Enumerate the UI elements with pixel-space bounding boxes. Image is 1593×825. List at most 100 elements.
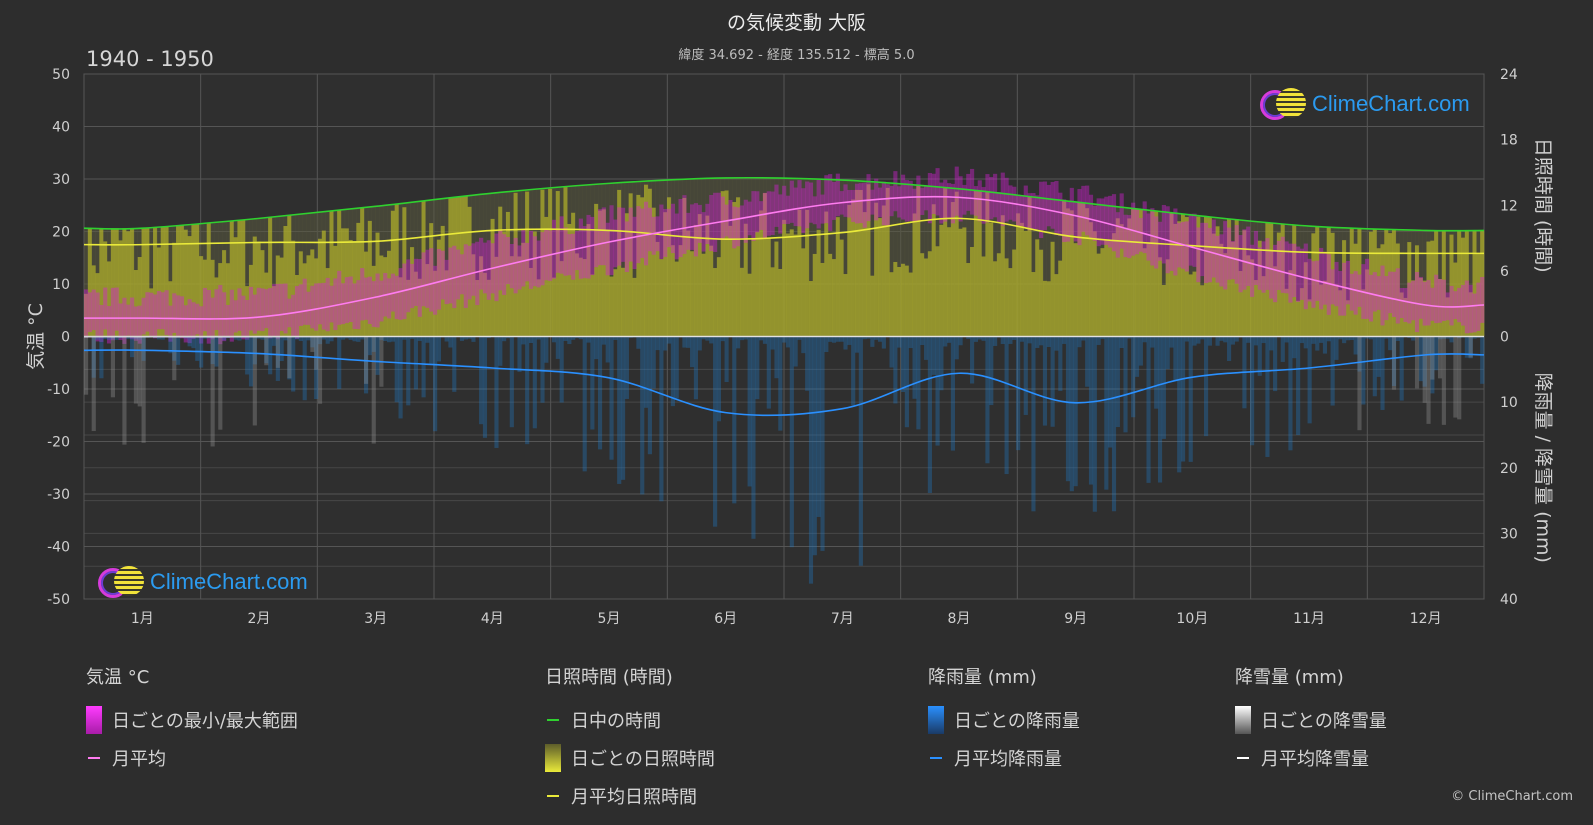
rain-bar <box>528 336 534 344</box>
sunshine-bar <box>1230 241 1235 337</box>
rain-bar <box>954 336 959 360</box>
sunshine-bar <box>1012 249 1017 337</box>
rain-bar <box>1169 336 1174 348</box>
sunshine-bar <box>582 259 587 337</box>
temp-range-bar <box>314 283 319 331</box>
sunshine-bar <box>1368 231 1374 337</box>
rain-bar <box>993 336 998 346</box>
sunshine-bar <box>456 197 461 337</box>
sunshine-bar <box>302 263 307 337</box>
sunshine-bar <box>1081 202 1086 337</box>
rain-bar <box>1342 336 1347 344</box>
temp-range-bar <box>793 187 798 227</box>
rain-bar <box>1008 336 1013 344</box>
sunshine-bar <box>939 224 944 337</box>
temp-range-bar <box>1161 204 1166 264</box>
temp-range-bar <box>298 284 303 326</box>
snow-bar <box>133 336 138 404</box>
temp-range-bar <box>1088 194 1094 238</box>
temp-range-bar <box>245 299 250 340</box>
temp-range-bar <box>122 297 127 344</box>
sunshine-bar <box>716 257 722 337</box>
temp-range-bar <box>1288 243 1293 303</box>
daylight-swatch <box>547 719 559 721</box>
rain-bar <box>563 336 568 341</box>
sunshine-bar <box>179 225 185 337</box>
rain-bar <box>206 336 211 339</box>
y-tick-label: 20 <box>52 225 70 241</box>
sunshine-bar <box>1119 224 1124 337</box>
temp-range-bar <box>1269 251 1274 299</box>
temp-range-bar <box>160 292 165 330</box>
temp-range-bar <box>1042 181 1048 231</box>
rain-bar <box>1261 336 1266 344</box>
y-tick-label: 10 <box>52 277 70 293</box>
sunshine-bar <box>743 223 748 337</box>
temp-range-bar <box>1096 198 1101 247</box>
sunshine-bar <box>617 189 622 337</box>
temp-range-bar <box>782 185 787 225</box>
temp-range-bar <box>1303 243 1308 310</box>
rain-bar <box>1004 336 1009 475</box>
temp-range-bar <box>1123 214 1128 258</box>
snow-bar <box>371 336 376 444</box>
temp-range-bar <box>456 249 461 300</box>
temp-range-bar <box>1039 181 1044 239</box>
sunshine-bar <box>693 224 698 337</box>
temp-range-bar <box>1092 205 1097 241</box>
sunshine-bar <box>1319 284 1324 337</box>
rain-bar <box>1081 336 1086 341</box>
rain-bar <box>720 336 725 342</box>
rain-bar <box>559 336 564 403</box>
rain-bar <box>1430 336 1435 394</box>
rain-bar <box>989 336 994 406</box>
sunshine-bar <box>1407 242 1412 337</box>
sunshine-bar <box>229 220 234 337</box>
temp-range-bar <box>970 168 975 215</box>
sunshine-bar <box>275 255 280 337</box>
rain-bar <box>237 336 242 341</box>
x-tick-label: 8月 <box>948 611 971 627</box>
rain-bar <box>1376 336 1381 377</box>
temp-range-bar <box>114 287 119 331</box>
temp-range-bar <box>916 175 921 222</box>
sunshine-bar <box>1004 258 1009 337</box>
sunshine-bar <box>670 245 675 337</box>
sunshine-bar <box>1039 249 1044 337</box>
sunshine-bar <box>164 226 169 337</box>
rain-bar <box>1134 336 1140 377</box>
rain-bar <box>463 336 468 340</box>
sunshine-bar <box>659 259 664 337</box>
snow-bar <box>1357 336 1362 431</box>
temp-range-bar <box>870 189 875 215</box>
sunshine-bar <box>1219 243 1224 337</box>
sunshine-bar <box>283 226 288 337</box>
sunshine-bar <box>467 206 472 337</box>
rain-bar <box>1196 336 1201 344</box>
logo-bottom[interactable]: ClimeChart.com <box>96 565 308 599</box>
snow-bar <box>1430 336 1435 380</box>
snow-bar <box>1422 336 1427 403</box>
temp-range-bar <box>452 245 457 309</box>
temp-range-bar <box>540 232 545 286</box>
temp-range-bar <box>636 206 641 264</box>
rain-bar <box>452 336 457 392</box>
rain-bar <box>597 336 603 450</box>
sunshine-bar <box>1150 210 1155 337</box>
daylight-bar <box>1307 226 1312 337</box>
sunshine-bar <box>1276 232 1282 337</box>
rain-bar <box>1050 336 1055 427</box>
temp-range-bar <box>954 166 959 216</box>
rain-bar <box>747 336 752 487</box>
temp-range-bar <box>1380 265 1385 326</box>
temp-range-bar <box>1307 258 1312 302</box>
daylight-bar <box>820 179 825 337</box>
temp-range-bar <box>482 242 488 294</box>
temp-range-bar <box>1230 240 1235 280</box>
temp-range-bar <box>179 296 185 339</box>
sunshine-bar <box>1123 227 1128 337</box>
daylight-bar <box>808 179 814 337</box>
logo-top[interactable]: ClimeChart.com <box>1258 87 1470 121</box>
rain-bar <box>1326 336 1331 342</box>
temp-mean-swatch <box>88 757 100 759</box>
